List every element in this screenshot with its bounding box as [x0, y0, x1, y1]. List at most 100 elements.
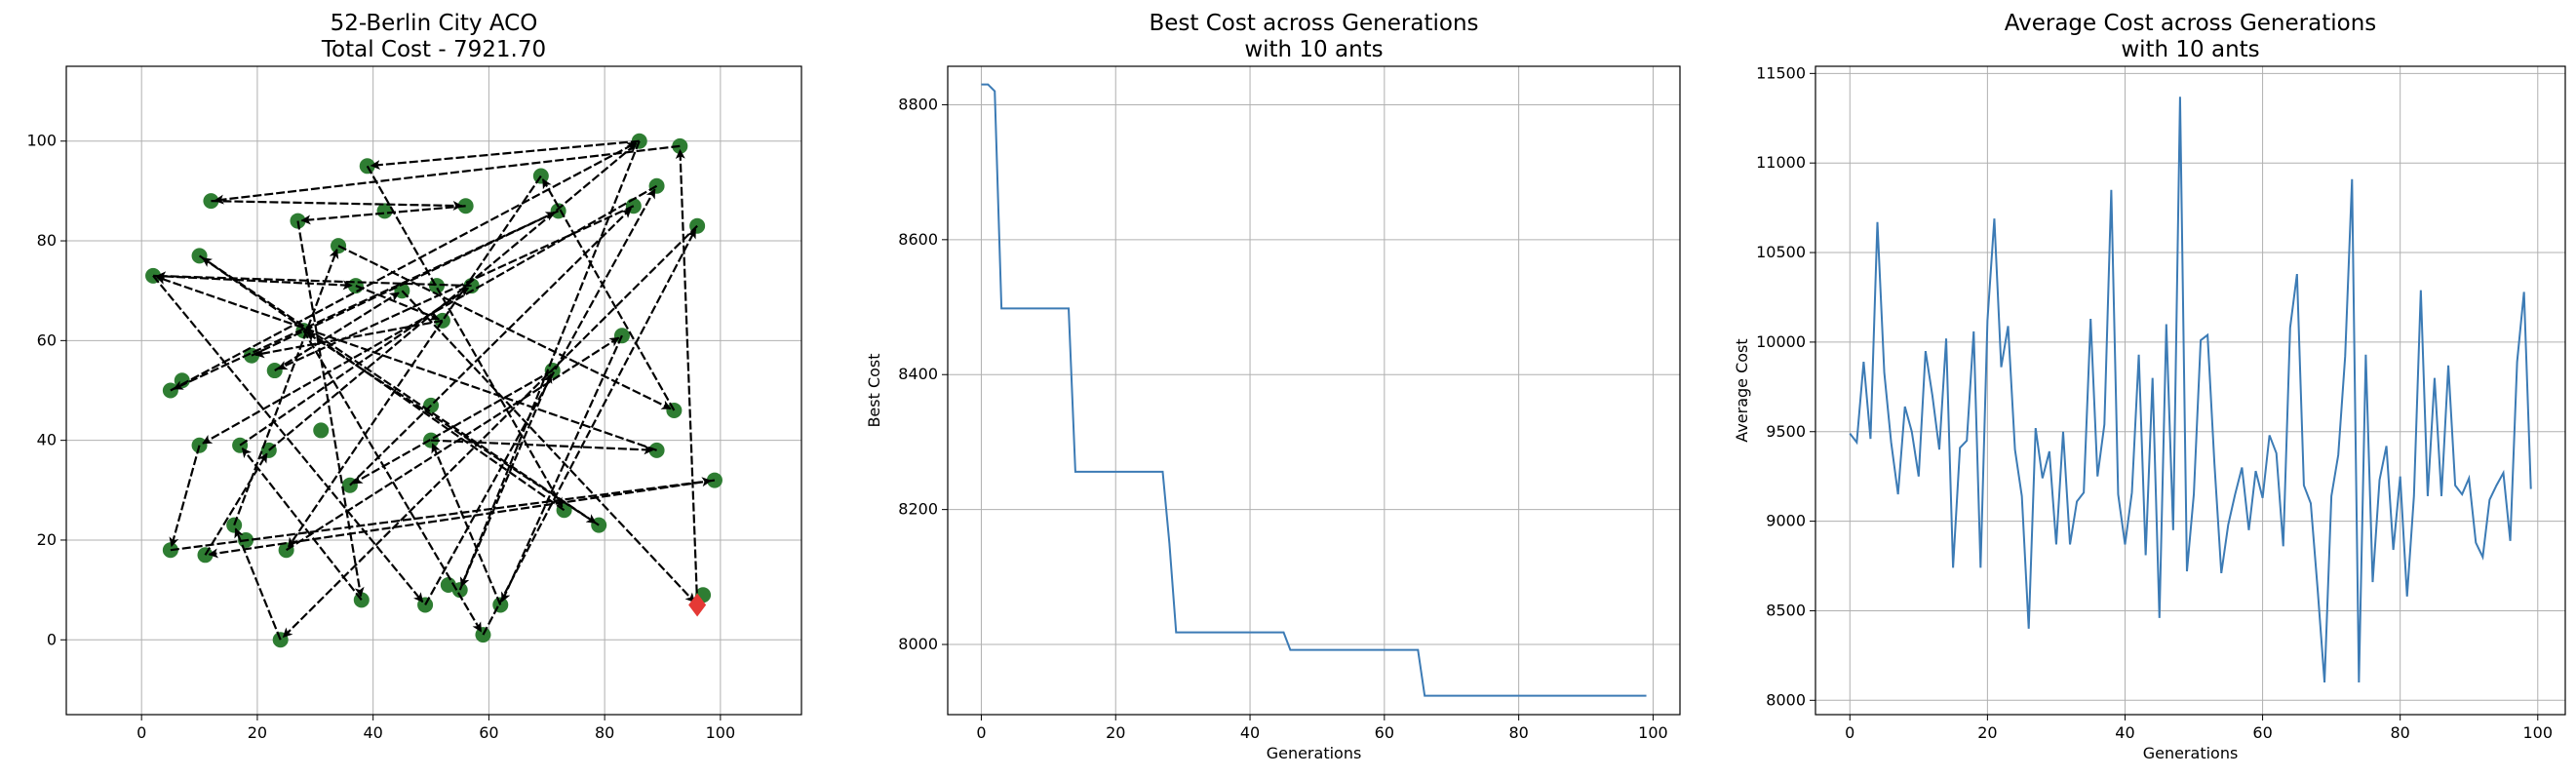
- y-axis-label: Average Cost: [1733, 338, 1751, 442]
- route-edge: [156, 271, 472, 288]
- y-tick-label: 8200: [898, 500, 938, 519]
- route-edge: [424, 188, 656, 605]
- x-axis-label: Generations: [1267, 744, 1362, 762]
- x-tick-label: 100: [2523, 723, 2554, 742]
- y-tick-label: 20: [37, 530, 57, 549]
- start-city-marker: [688, 593, 707, 617]
- route-edge: [254, 319, 444, 359]
- y-tick-label: 40: [37, 431, 57, 449]
- axes-frame: [1815, 65, 2566, 716]
- y-tick-label: 8800: [898, 95, 938, 113]
- chart-title: Average Cost across Generations: [2005, 11, 2377, 36]
- x-tick-label: 80: [1508, 723, 1528, 742]
- x-tick-label: 20: [1977, 723, 1997, 742]
- y-tick-label: 60: [37, 331, 57, 349]
- route-edge: [458, 372, 553, 591]
- route-edge: [214, 144, 681, 205]
- route-edge: [287, 175, 542, 548]
- x-axis-label: Generations: [2143, 744, 2239, 762]
- y-tick-label: 0: [47, 630, 57, 648]
- x-tick-label: 40: [1240, 723, 1260, 742]
- route-edge: [370, 139, 640, 171]
- route-edge: [170, 477, 712, 552]
- route-edge: [153, 274, 353, 291]
- chart-subtitle: with 10 ants: [1244, 37, 1383, 62]
- x-tick-label: 40: [363, 723, 382, 742]
- route-edge: [459, 140, 641, 588]
- route-edge: [300, 205, 466, 225]
- route-edge: [234, 527, 282, 641]
- chart-subtitle: Total Cost - 7921.70: [321, 37, 546, 62]
- route-edge: [152, 275, 424, 603]
- route-edge: [352, 370, 554, 485]
- route-edge: [202, 256, 566, 512]
- route-edge: [675, 148, 699, 605]
- route-edge: [277, 205, 635, 370]
- x-tick-label: 80: [2390, 723, 2409, 742]
- route-edge: [251, 212, 556, 357]
- x-tick-label: 60: [1375, 723, 1394, 742]
- route-edge: [302, 330, 483, 633]
- chart-subtitle: with 10 ants: [2121, 37, 2259, 62]
- series-line: [1849, 97, 2532, 683]
- x-tick-label: 0: [1845, 723, 1854, 742]
- route-edge: [173, 210, 560, 390]
- route-edge: [233, 248, 339, 525]
- route-edge: [268, 142, 638, 451]
- y-tick-label: 11000: [1756, 153, 1806, 172]
- y-tick-label: 10000: [1756, 332, 1806, 351]
- x-tick-label: 100: [1638, 723, 1668, 742]
- route-edge: [430, 439, 654, 455]
- y-tick-label: 100: [26, 132, 57, 150]
- y-tick-label: 9000: [1766, 512, 1806, 530]
- y-tick-label: 11500: [1756, 63, 1806, 82]
- y-tick-label: 80: [37, 231, 57, 250]
- y-tick-label: 8400: [898, 365, 938, 383]
- route-edge: [355, 285, 441, 321]
- route-edge: [155, 275, 657, 451]
- x-tick-label: 20: [1106, 723, 1125, 742]
- route-edge: [170, 141, 638, 392]
- x-tick-label: 40: [2115, 723, 2134, 742]
- y-tick-label: 10500: [1756, 243, 1806, 261]
- route-edge: [211, 200, 463, 211]
- x-tick-label: 60: [2252, 723, 2272, 742]
- city-point: [376, 203, 393, 219]
- x-tick-label: 0: [976, 723, 986, 742]
- route-edge: [401, 290, 696, 603]
- chart-2: 0 20 40 60 80 100 8000 8200 8400 8600 8800 Best Cos…: [865, 11, 1681, 762]
- route-edge: [337, 245, 672, 410]
- route-edge: [349, 208, 632, 486]
- chart-3: 0 20 40 60 80 100 8000 8500 9000 9500 10000 10500 11…: [1733, 11, 2566, 762]
- route-edge: [274, 292, 400, 371]
- series-line: [981, 83, 1647, 697]
- route-edge: [204, 452, 268, 556]
- route-edge: [241, 447, 363, 602]
- y-tick-label: 8000: [1766, 690, 1806, 709]
- route-edge: [169, 445, 201, 548]
- x-tick-label: 60: [479, 723, 498, 742]
- x-tick-label: 20: [248, 723, 267, 742]
- x-tick-label: 80: [595, 723, 614, 742]
- chart-title: Best Cost across Generations: [1149, 11, 1478, 36]
- y-tick-label: 9500: [1766, 422, 1806, 441]
- chart-title: 52-Berlin City ACO: [331, 11, 538, 36]
- axes-frame: [947, 65, 1681, 716]
- route-edge: [366, 165, 564, 508]
- axes-frame: [65, 65, 802, 716]
- route-edge: [286, 336, 620, 552]
- y-tick-label: 8600: [898, 230, 938, 249]
- route-edge: [541, 178, 676, 411]
- chart-1: 0 20 40 60 80 100 0 20 40 60 80 100 52-Berlin City A…: [26, 11, 802, 742]
- city-point: [313, 422, 330, 439]
- route-edge: [431, 443, 502, 605]
- y-tick-label: 8500: [1766, 601, 1806, 619]
- y-axis-label: Best Cost: [865, 353, 883, 427]
- x-tick-label: 0: [137, 723, 146, 742]
- x-tick-label: 100: [706, 723, 736, 742]
- route-edge: [500, 334, 623, 603]
- route-edge: [282, 224, 698, 639]
- y-tick-label: 8000: [898, 635, 938, 653]
